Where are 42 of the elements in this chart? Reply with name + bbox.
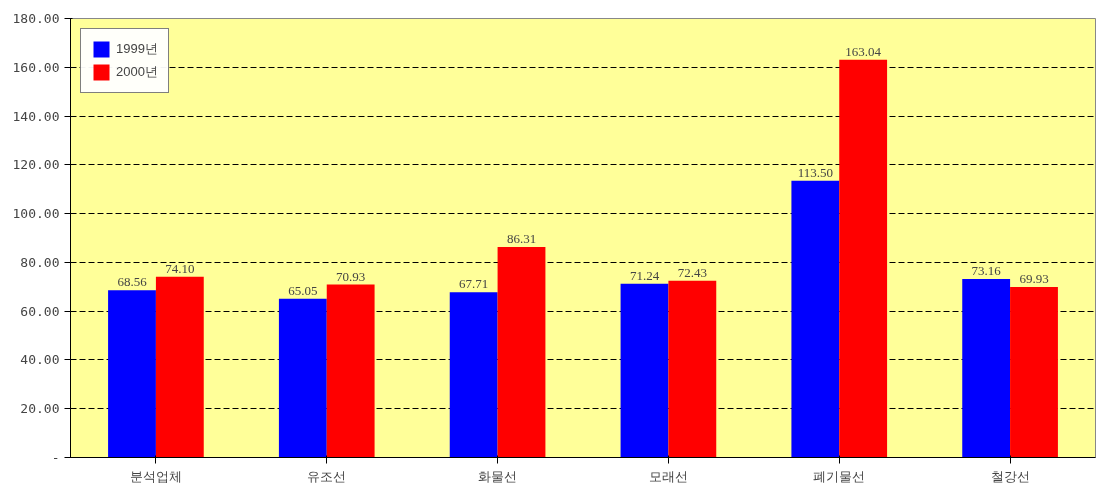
- data-label: 65.05: [288, 282, 318, 298]
- bar: [620, 283, 669, 458]
- x-tick-label: 유조선: [307, 468, 347, 484]
- y-tick-label: 180.00: [12, 11, 60, 26]
- bar: [108, 290, 156, 458]
- data-label: 72.43: [677, 264, 707, 280]
- y-tick-label: 20.00: [20, 401, 60, 417]
- data-label: 70.93: [336, 268, 366, 284]
- bar: [497, 247, 546, 458]
- data-label: 71.24: [629, 267, 660, 283]
- bar: [791, 180, 840, 458]
- y-tick-label: 60.00: [20, 303, 60, 319]
- data-label: 86.31: [506, 231, 537, 246]
- y-tick-label: 120.00: [12, 157, 60, 173]
- data-label: 69.93: [1019, 270, 1049, 286]
- data-label: 68.56: [117, 274, 148, 290]
- data-label: 163.04: [845, 43, 882, 59]
- legend-label: 1999년: [116, 40, 158, 58]
- data-label: 113.50: [797, 164, 833, 180]
- x-tick-label: 철강선: [990, 468, 1030, 484]
- bar: [668, 280, 717, 458]
- y-tick-label: 160.00: [12, 59, 60, 75]
- bar: [1010, 286, 1058, 458]
- x-tick-label: 화물선: [478, 468, 518, 484]
- bar: [155, 276, 204, 458]
- y-tick-label: 100.00: [12, 206, 60, 222]
- x-tick-label: 분석업체: [129, 468, 182, 484]
- x-tick-label: 폐기물선: [813, 468, 866, 484]
- y-tick-label: -: [51, 450, 60, 465]
- data-label: 74.10: [165, 260, 195, 276]
- bar: [278, 298, 327, 458]
- y-tick-label: 140.00: [12, 108, 60, 124]
- bar: [962, 279, 1011, 458]
- bar: [839, 59, 888, 458]
- bar: [449, 292, 498, 458]
- x-tick-label: 모래선: [648, 468, 688, 484]
- legend-label: 2000년: [116, 63, 158, 81]
- data-label: 73.16: [971, 263, 1002, 279]
- y-tick-label: 40.00: [20, 352, 60, 368]
- bar: [326, 284, 375, 458]
- data-label: 67.71: [459, 276, 489, 292]
- y-tick-label: 80.00: [20, 254, 60, 270]
